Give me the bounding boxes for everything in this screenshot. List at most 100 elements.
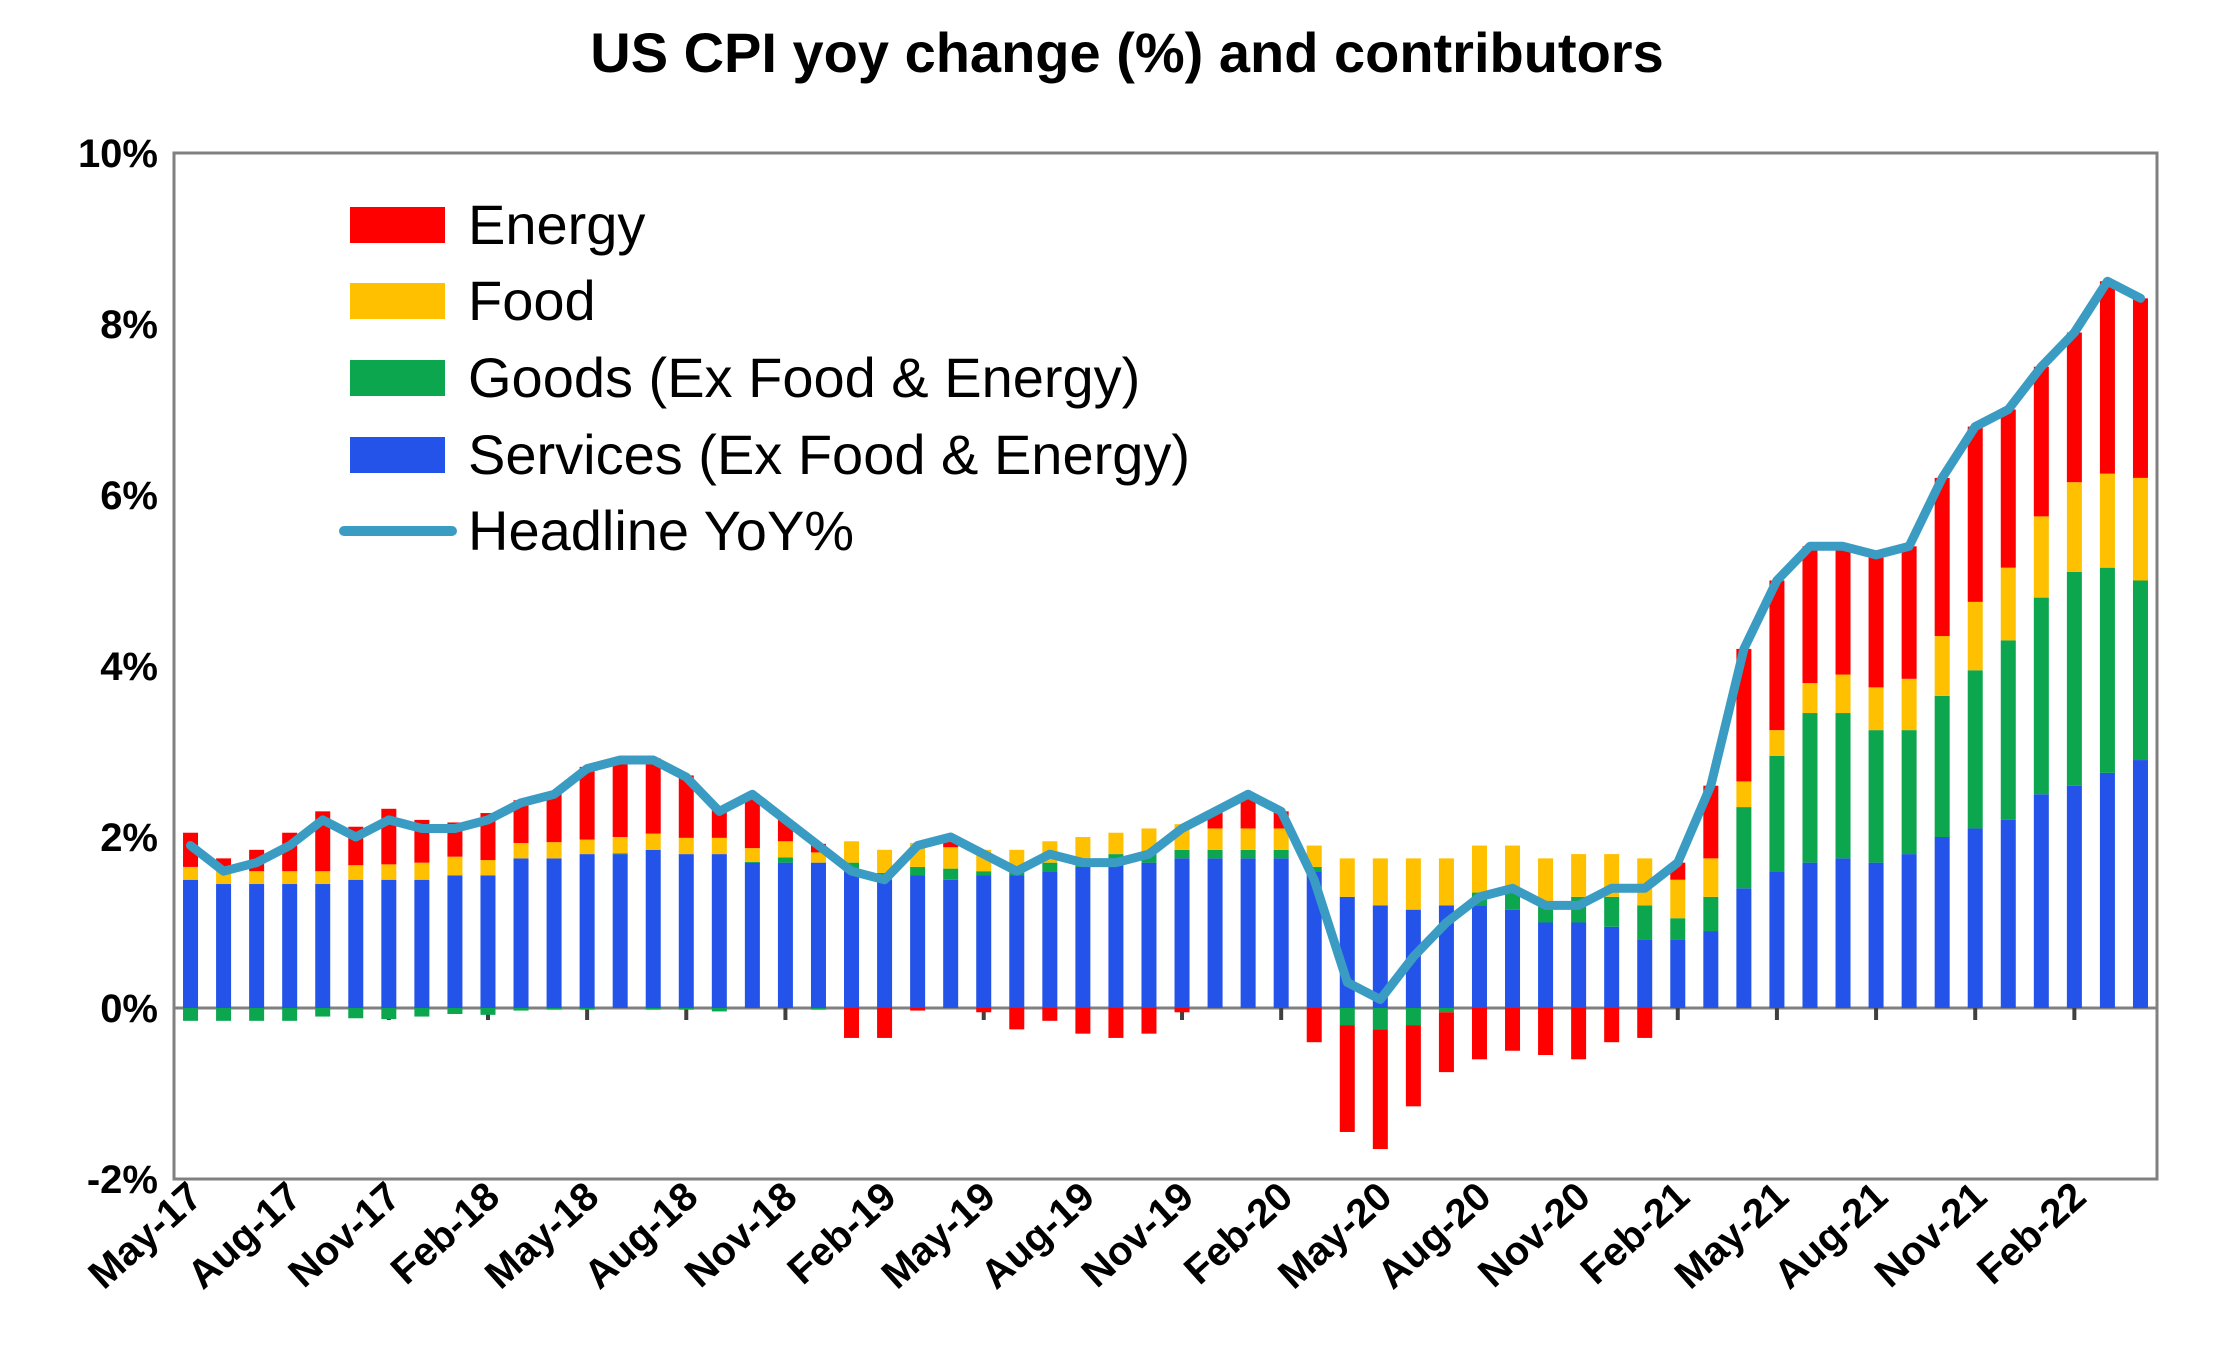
bar-Nov-18-Food	[777, 841, 793, 858]
bar-May-17-Goods (Ex Food & Energy)	[183, 1008, 199, 1021]
legend-swatch-Goods (Ex Food & Energy)	[350, 360, 445, 396]
bar-Jun-20-Goods (Ex Food & Energy)	[1405, 1008, 1421, 1026]
bar-Oct-17-Goods (Ex Food & Energy)	[348, 1008, 364, 1019]
bar-Mar-22-Food	[2099, 473, 2115, 568]
legend-label-Goods (Ex Food & Energy): Goods (Ex Food & Energy)	[468, 346, 1140, 409]
bar-Sep-19-Food	[1108, 832, 1124, 855]
bar-Feb-20-Food	[1273, 828, 1289, 850]
bar-Aug-19-Services (Ex Food & Energy)	[1075, 866, 1091, 1008]
bar-Dec-19-Services (Ex Food & Energy)	[1207, 858, 1223, 1008]
bar-Aug-17-Food	[282, 871, 298, 885]
bar-Feb-21-Food	[1670, 879, 1686, 919]
bar-Feb-22-Food	[2066, 482, 2082, 572]
bar-Jan-18-Food	[447, 856, 463, 876]
bar-Jun-18-Energy	[612, 760, 628, 837]
bar-Nov-20-Services (Ex Food & Energy)	[1571, 922, 1587, 1008]
legend: Energy Food Goods (Ex Food & Energy) Servic…	[339, 193, 1190, 562]
bar-Aug-18-Energy	[678, 775, 694, 838]
bar-Mar-22-Energy	[2099, 281, 2115, 474]
bar-Mar-22-Services (Ex Food & Energy)	[2099, 772, 2115, 1008]
bar-Nov-21-Food	[1967, 601, 1983, 671]
bar-Oct-18-Goods (Ex Food & Energy)	[744, 861, 760, 863]
bar-Sep-18-Food	[711, 837, 727, 855]
chart-title: US CPI yoy change (%) and contributors	[590, 21, 1663, 84]
y-tick-label--2%: -2%	[87, 1158, 158, 1202]
bar-Mar-18-Food	[513, 842, 529, 859]
bar-Oct-21-Goods (Ex Food & Energy)	[1934, 695, 1950, 837]
bar-Aug-20-Services (Ex Food & Energy)	[1471, 905, 1487, 1008]
bar-Oct-20-Food	[1538, 858, 1554, 902]
bar-Jul-20-Food	[1438, 858, 1454, 906]
stacked-bars	[183, 281, 2148, 1150]
bar-Jul-17-Food	[249, 871, 265, 885]
legend-label-Food: Food	[468, 269, 596, 332]
bar-Jun-21-Services (Ex Food & Energy)	[1802, 862, 1818, 1008]
bar-Sep-20-Energy	[1505, 1008, 1521, 1051]
bar-Jan-21-Goods (Ex Food & Energy)	[1637, 905, 1653, 940]
bar-Apr-18-Goods (Ex Food & Energy)	[546, 1008, 562, 1010]
y-tick-label-0%: 0%	[100, 987, 158, 1031]
bar-Feb-19-Energy	[877, 1008, 893, 1038]
bar-Feb-20-Services (Ex Food & Energy)	[1273, 858, 1289, 1008]
bar-Apr-20-Energy	[1339, 1025, 1355, 1132]
bar-Jun-19-Energy	[1009, 1008, 1025, 1030]
bar-Dec-17-Food	[414, 862, 430, 880]
bar-Dec-20-Energy	[1604, 1008, 1620, 1043]
bar-Feb-22-Services (Ex Food & Energy)	[2066, 785, 2082, 1008]
bar-Mar-20-Energy	[1306, 1008, 1322, 1043]
bar-Jan-22-Energy	[2033, 366, 2049, 517]
bar-Apr-19-Goods (Ex Food & Energy)	[943, 868, 959, 880]
bar-Sep-18-Services (Ex Food & Energy)	[711, 854, 727, 1008]
legend-label-Services (Ex Food & Energy): Services (Ex Food & Energy)	[468, 423, 1190, 486]
bar-Nov-20-Food	[1571, 854, 1587, 897]
bar-Aug-18-Food	[678, 837, 694, 855]
bar-Jul-18-Food	[645, 833, 661, 850]
bar-Apr-22-Services (Ex Food & Energy)	[2132, 760, 2148, 1008]
bar-Apr-19-Energy	[943, 837, 959, 848]
bar-Sep-21-Food	[1901, 678, 1917, 731]
bar-Nov-20-Energy	[1571, 1008, 1587, 1060]
bar-May-21-Services (Ex Food & Energy)	[1769, 871, 1785, 1008]
bar-Jul-18-Goods (Ex Food & Energy)	[645, 1008, 661, 1010]
bar-Oct-21-Food	[1934, 636, 1950, 696]
legend-label-Energy: Energy	[468, 193, 645, 256]
bar-Sep-17-Services (Ex Food & Energy)	[315, 884, 331, 1008]
bar-Jan-22-Services (Ex Food & Energy)	[2033, 794, 2049, 1008]
bar-Jan-22-Food	[2033, 516, 2049, 598]
bar-Oct-20-Services (Ex Food & Energy)	[1538, 922, 1554, 1008]
bar-Dec-21-Energy	[2000, 409, 2016, 568]
bar-Jun-18-Services (Ex Food & Energy)	[612, 854, 628, 1008]
bar-May-19-Goods (Ex Food & Energy)	[976, 871, 992, 876]
bar-Apr-22-Energy	[2132, 298, 2148, 478]
bar-May-17-Services (Ex Food & Energy)	[183, 879, 199, 1008]
bar-Nov-19-Energy	[1174, 1008, 1190, 1013]
bar-Aug-17-Goods (Ex Food & Energy)	[282, 1008, 298, 1021]
bar-Jan-19-Services (Ex Food & Energy)	[844, 871, 860, 1008]
bar-Jun-18-Food	[612, 837, 628, 854]
bar-Mar-19-Energy	[910, 1008, 926, 1011]
bar-Jun-20-Energy	[1405, 1025, 1421, 1107]
bar-Nov-17-Services (Ex Food & Energy)	[381, 879, 397, 1008]
y-tick-label-6%: 6%	[100, 474, 158, 518]
bar-Jan-21-Energy	[1637, 1008, 1653, 1038]
bar-Aug-18-Services (Ex Food & Energy)	[678, 854, 694, 1008]
bar-Jan-20-Goods (Ex Food & Energy)	[1240, 849, 1256, 859]
bar-Mar-22-Goods (Ex Food & Energy)	[2099, 567, 2115, 773]
bar-Nov-19-Services (Ex Food & Energy)	[1174, 858, 1190, 1008]
bar-Jan-22-Goods (Ex Food & Energy)	[2033, 597, 2049, 795]
bar-Sep-18-Goods (Ex Food & Energy)	[711, 1008, 727, 1012]
bar-Sep-21-Services (Ex Food & Energy)	[1901, 854, 1917, 1008]
bar-Dec-18-Services (Ex Food & Energy)	[810, 862, 826, 1008]
bar-Feb-18-Food	[480, 860, 496, 876]
bar-Aug-17-Services (Ex Food & Energy)	[282, 884, 298, 1008]
bar-Oct-17-Food	[348, 865, 364, 880]
bar-Aug-18-Goods (Ex Food & Energy)	[678, 1008, 694, 1010]
y-tick-label-10%: 10%	[78, 132, 158, 176]
bar-Dec-19-Food	[1207, 828, 1223, 850]
bar-Feb-19-Food	[877, 849, 893, 873]
legend-swatch-Food	[350, 283, 445, 319]
bar-Oct-19-Energy	[1141, 1008, 1157, 1034]
bar-Aug-21-Food	[1868, 687, 1884, 731]
bar-Jun-19-Services (Ex Food & Energy)	[1009, 875, 1025, 1008]
bar-Sep-18-Energy	[711, 807, 727, 838]
